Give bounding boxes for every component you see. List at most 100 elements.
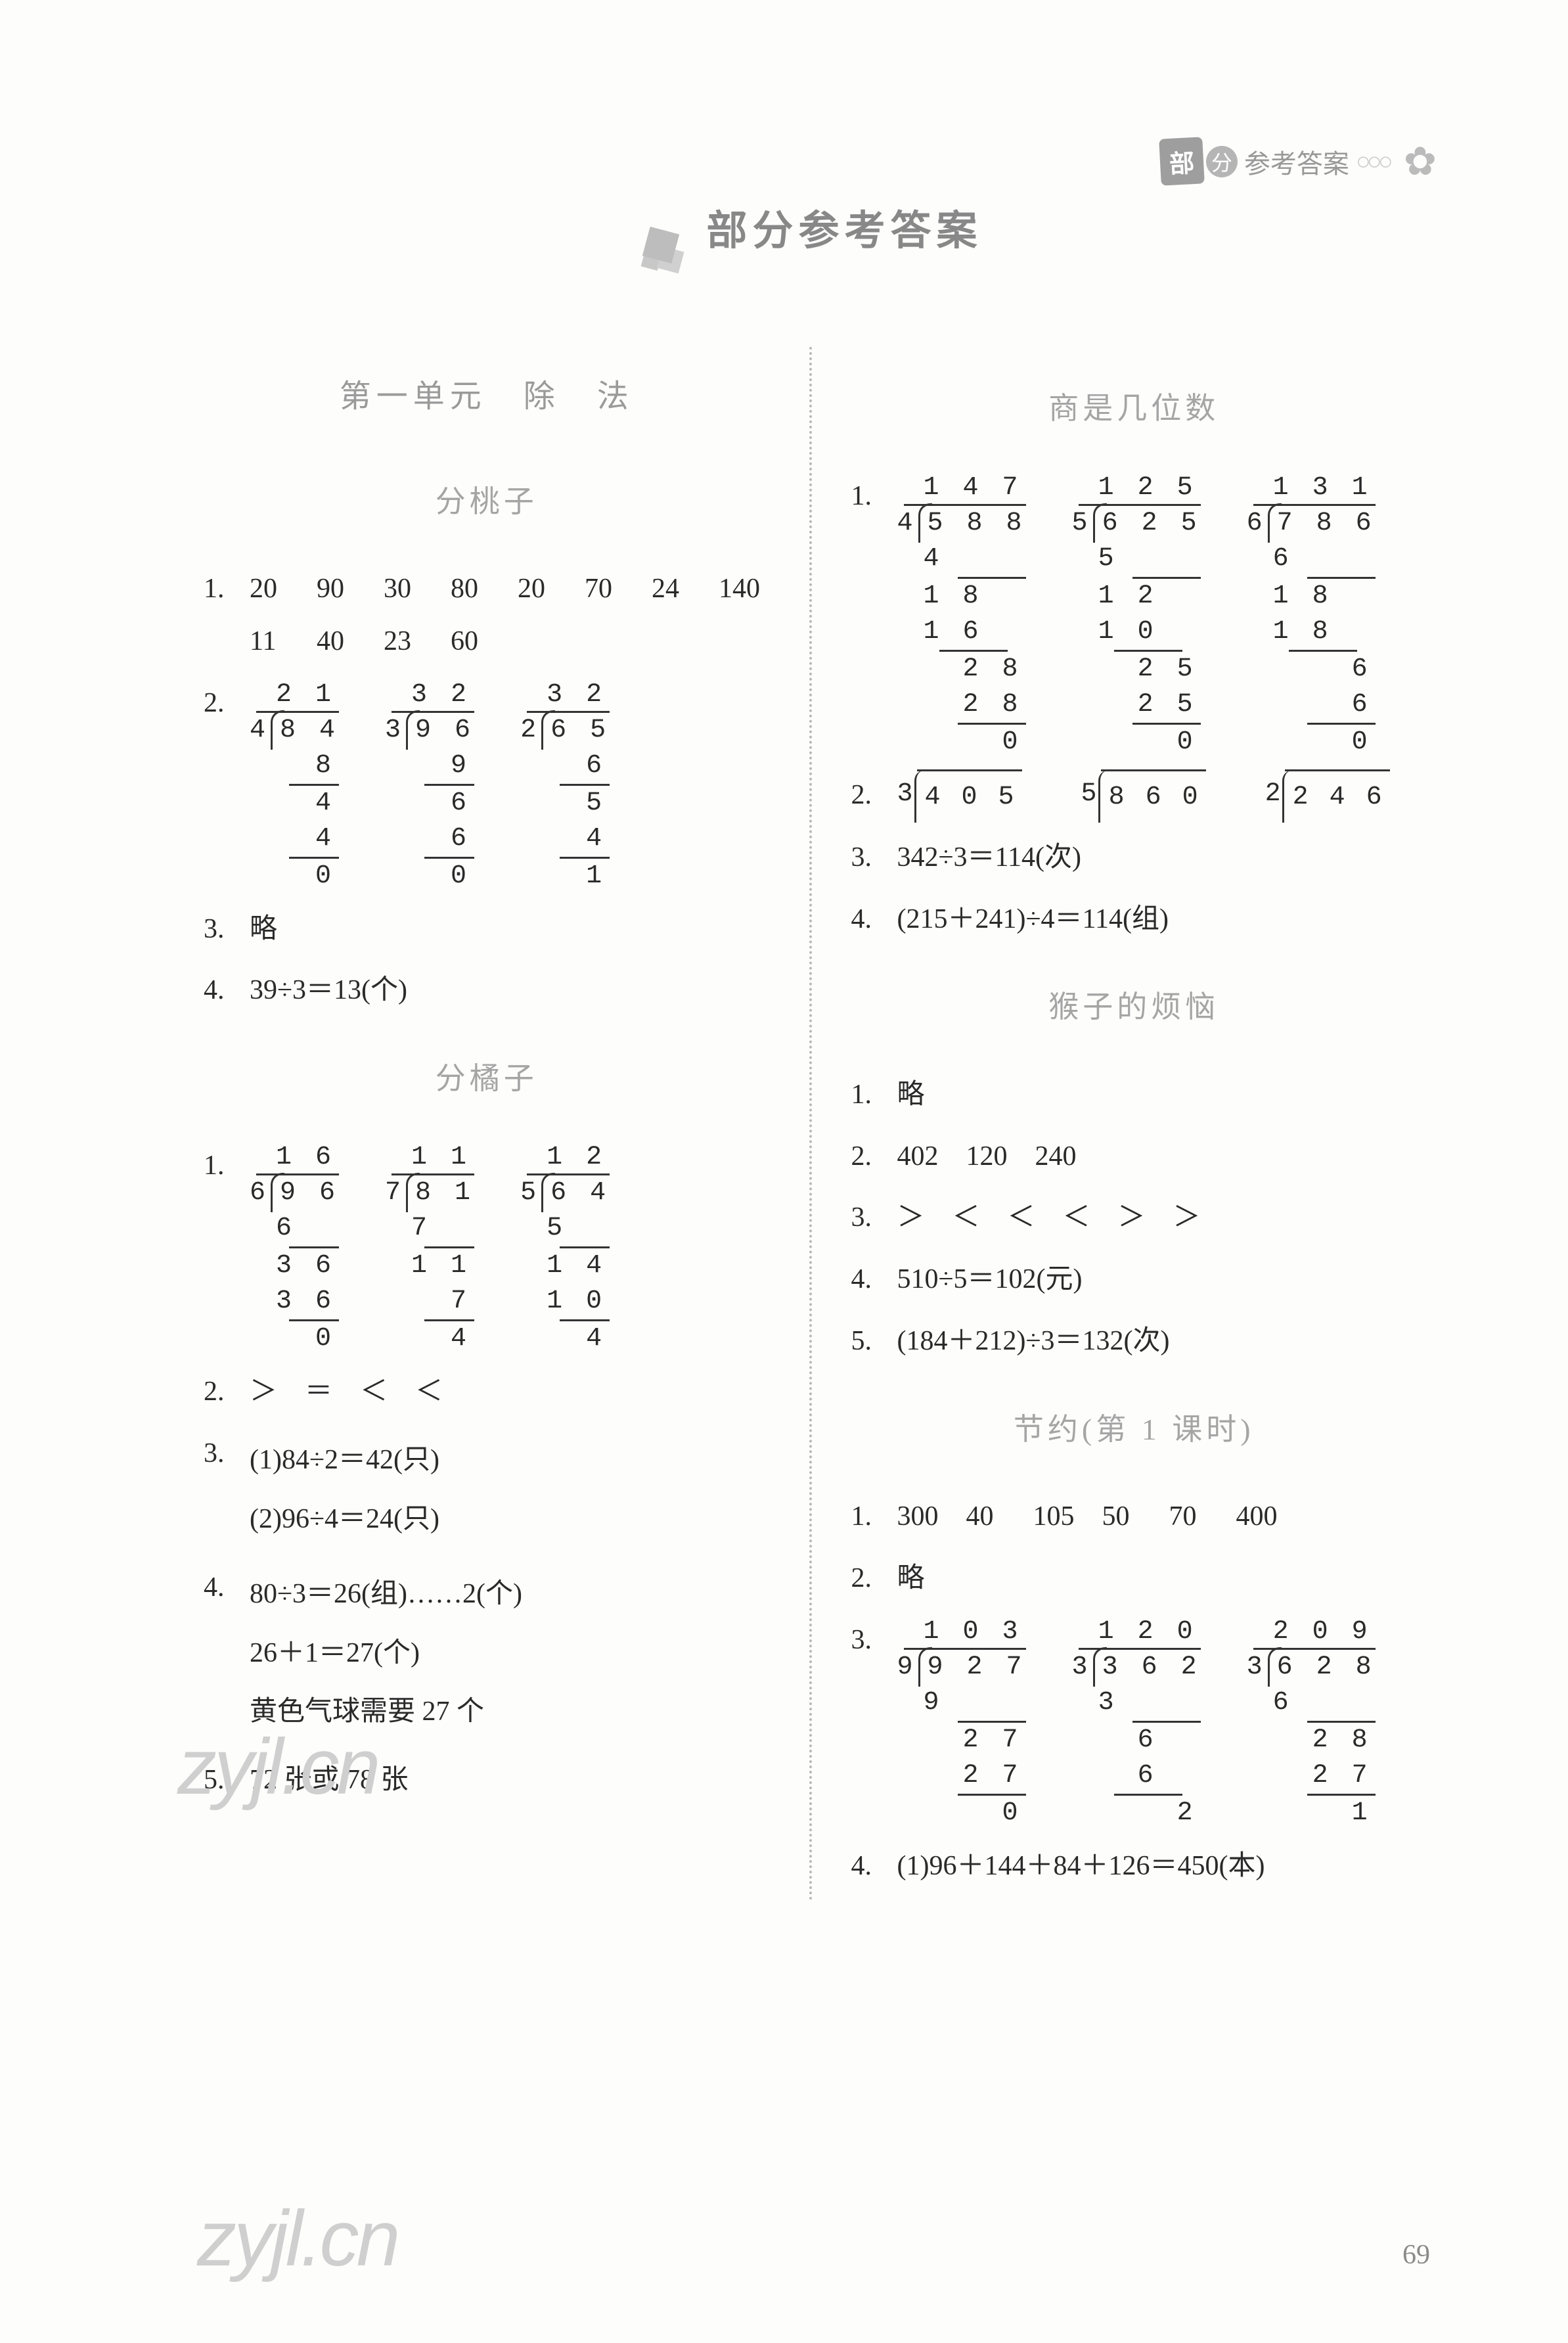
division-bracket: 58 6 0 <box>1081 769 1206 823</box>
item-body: 略 <box>897 1553 1418 1605</box>
item-number: 4. <box>851 894 897 946</box>
left-column: 第一单元 除 法 分桃子1.20903080207024140114023602… <box>171 347 803 1901</box>
main-title: 部分参考答案 <box>706 209 982 254</box>
item-body: 略 <box>250 903 770 956</box>
answer-item: 1.1 4 745 8 84 1 8 1 6 2 82 801 2 556 2 … <box>851 470 1418 760</box>
section-title: 分橘子 <box>204 1050 770 1107</box>
corner-badge-1: 部 <box>1159 137 1205 185</box>
corner-badge-2: 分 <box>1206 146 1238 177</box>
item-number: 4. <box>851 1254 897 1306</box>
item-body: ＞ ＜ ＜ ＜ ＞ ＞ <box>897 1192 1418 1244</box>
item-text: ＞ ＝ ＜ ＜ <box>250 1366 770 1419</box>
item-number: 2. <box>851 769 897 822</box>
cube-icon <box>638 223 690 276</box>
number-list: 402 120 240 <box>897 1131 1418 1183</box>
answer-item: 4.510÷5＝102(元) <box>851 1254 1418 1306</box>
number-value: 400 <box>1236 1491 1278 1543</box>
long-division: 3 226 56541 <box>520 677 610 894</box>
number-list: 2090308020702414011402360 <box>250 563 770 668</box>
section-title: 猴子的烦恼 <box>851 978 1418 1035</box>
item-line: 黄色气球需要 27 个 <box>250 1686 770 1739</box>
long-division: 1 669 66 3 63 60 <box>250 1140 339 1357</box>
item-body: 402 120 240 <box>897 1131 1418 1183</box>
division-group: 2 148 484403 239 696603 226 56541 <box>250 677 770 894</box>
unit-title: 第一单元 除 法 <box>204 367 770 426</box>
number-value: 140 <box>719 563 760 616</box>
long-division: 2 148 48440 <box>250 677 339 894</box>
item-text: 342÷3＝114(次) <box>897 832 1418 884</box>
number-value: 20 <box>250 563 289 616</box>
section-title: 节约(第 1 课时) <box>851 1401 1418 1458</box>
item-body: 略 <box>897 1069 1418 1122</box>
long-division: 1 2 033 6 23 6 6 2 <box>1072 1614 1201 1831</box>
item-body: 2 148 484403 239 696603 226 56541 <box>250 677 770 894</box>
number-value: 120 <box>966 1131 1008 1183</box>
section-title: 商是几位数 <box>851 380 1418 437</box>
answer-item: 2.34 0 558 6 022 4 6 <box>851 769 1418 823</box>
item-text: 72 张或 78 张 <box>250 1754 770 1807</box>
item-text: (1)96＋144＋84＋126＝450(本) <box>897 1840 1418 1893</box>
doodle-icon: ○○○ <box>1356 147 1389 176</box>
item-body: 1 4 745 8 84 1 8 1 6 2 82 80 1 2 556 2 55… <box>897 470 1418 760</box>
item-body: (184＋212)÷3＝132(次) <box>897 1315 1418 1368</box>
item-body: 510÷5＝102(元) <box>897 1254 1418 1306</box>
item-number: 2. <box>204 1366 250 1419</box>
item-body: ＞ ＝ ＜ ＜ <box>250 1366 770 1419</box>
item-number: 3. <box>851 1614 897 1667</box>
long-division: 1 4 745 8 84 1 8 1 6 2 82 80 <box>897 470 1026 760</box>
item-number: 3. <box>851 832 897 884</box>
item-body: 1 0 399 2 79 2 72 701 2 033 6 23 6 6 22 … <box>897 1614 1418 1831</box>
item-text: (215＋241)÷4＝114(组) <box>897 894 1418 946</box>
answer-item: 1.300401055070400 <box>851 1491 1418 1543</box>
corner-label: 部 分 参考答案 ○○○ ✿ <box>1160 138 1437 185</box>
answer-item: 4.(215＋241)÷4＝114(组) <box>851 894 1418 946</box>
answer-item: 3.1 0 399 2 79 2 72 701 2 033 6 23 6 6 2… <box>851 1614 1418 1831</box>
number-value: 402 <box>897 1131 939 1183</box>
item-number: 4. <box>204 1562 250 1614</box>
item-body: 342÷3＝114(次) <box>897 832 1418 884</box>
watermark-2: zyjl.cn <box>197 2193 397 2284</box>
corner-text: 参考答案 <box>1244 143 1349 181</box>
item-line: 80÷3＝26(组)……2(个) <box>250 1568 770 1621</box>
item-number: 1. <box>204 1140 250 1193</box>
item-number: 4. <box>204 965 250 1017</box>
item-body: 2090308020702414011402360 <box>250 563 770 668</box>
number-value: 11 <box>250 616 289 668</box>
answer-item: 4.39÷3＝13(个) <box>204 965 770 1017</box>
item-number: 4. <box>851 1840 897 1893</box>
item-body: 39÷3＝13(个) <box>250 965 770 1017</box>
page-number: 69 <box>1402 2239 1430 2271</box>
number-value: 80 <box>451 563 490 616</box>
item-body: (1)84÷2＝42(只) (2)96÷4＝24(只) <box>250 1428 770 1553</box>
answer-item: 3.＞ ＜ ＜ ＜ ＞ ＞ <box>851 1192 1418 1244</box>
item-line: (1)84÷2＝42(只) <box>250 1434 770 1487</box>
answer-item: 2.2 148 484403 239 696603 226 56541 <box>204 677 770 894</box>
brief-division-group: 34 0 558 6 022 4 6 <box>897 769 1418 823</box>
item-text: (184＋212)÷3＝132(次) <box>897 1315 1418 1368</box>
answer-item: 4.(1)96＋144＋84＋126＝450(本) <box>851 1840 1418 1893</box>
answer-item: 3.(1)84÷2＝42(只)(2)96÷4＝24(只) <box>204 1428 770 1553</box>
division-bracket: 22 4 6 <box>1265 769 1390 823</box>
answer-item: 3.略 <box>204 903 770 956</box>
section-title: 分桃子 <box>204 473 770 530</box>
long-division: 1 256 45 1 41 04 <box>520 1140 610 1357</box>
answer-item: 2.略 <box>851 1553 1418 1605</box>
two-columns: 第一单元 除 法 分桃子1.20903080207024140114023602… <box>171 347 1450 1901</box>
number-value: 60 <box>451 616 490 668</box>
number-value: 40 <box>966 1491 1006 1543</box>
answer-item: 4.80÷3＝26(组)……2(个)26＋1＝27(个)黄色气球需要 27 个 <box>204 1562 770 1745</box>
item-number: 2. <box>851 1131 897 1183</box>
item-body: 34 0 558 6 022 4 6 <box>897 769 1418 823</box>
number-value: 40 <box>317 616 356 668</box>
long-division: 1 3 167 8 66 1 8 1 8 660 <box>1247 470 1376 760</box>
long-division: 1 2 556 2 55 1 2 1 0 2 52 50 <box>1072 470 1201 760</box>
number-value: 240 <box>1035 1131 1077 1183</box>
item-number: 1. <box>851 1491 897 1543</box>
item-line: (2)96÷4＝24(只) <box>250 1493 770 1546</box>
item-body: (215＋241)÷4＝114(组) <box>897 894 1418 946</box>
division-group: 1 0 399 2 79 2 72 701 2 033 6 23 6 6 22 … <box>897 1614 1418 1831</box>
item-text: 略 <box>897 1069 1418 1122</box>
item-body: 1 669 66 3 63 601 178 17 1 1741 256 45 1… <box>250 1140 770 1357</box>
flower-icon: ✿ <box>1404 139 1437 185</box>
item-number: 1. <box>851 1069 897 1122</box>
